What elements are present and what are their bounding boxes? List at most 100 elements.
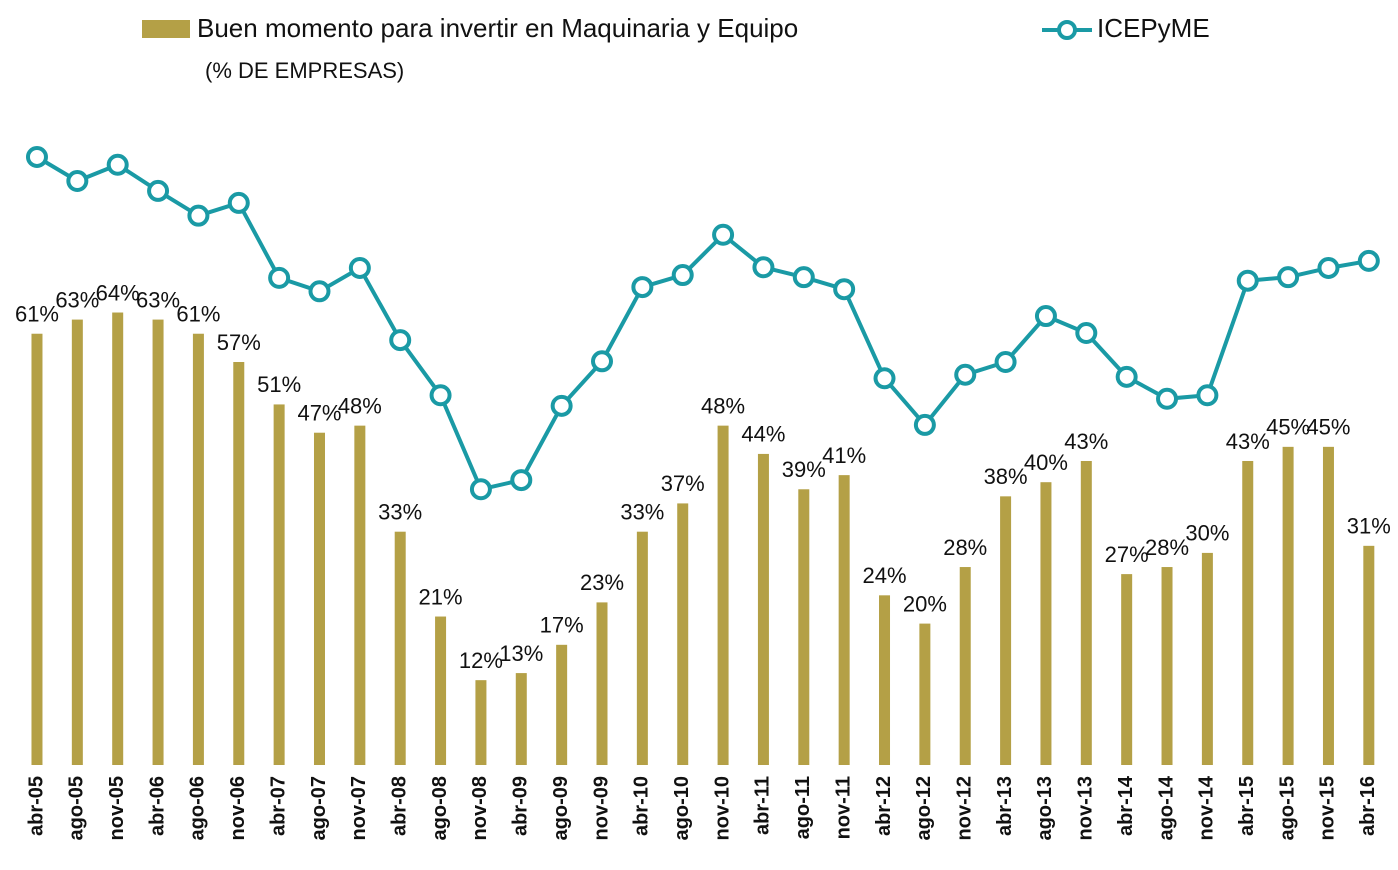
line-marker: [833, 278, 856, 301]
line-marker: [550, 394, 573, 417]
bar: [1161, 567, 1173, 765]
bar: [71, 319, 83, 765]
x-tick-label: abr-13: [994, 776, 1016, 836]
x-tick-label: ago-13: [1034, 776, 1056, 840]
legend-swatch: [142, 20, 190, 38]
bar: [233, 362, 245, 765]
value-label: 37%: [661, 471, 705, 496]
x-tick-label: ago-07: [308, 776, 330, 840]
value-label: 21%: [419, 584, 463, 609]
line-marker: [1034, 305, 1057, 328]
value-label: 63%: [55, 287, 99, 312]
line-marker: [873, 367, 896, 390]
bar: [1282, 446, 1294, 765]
legend-marker: [1057, 20, 1077, 40]
line-marker: [187, 204, 210, 227]
bar: [515, 673, 527, 765]
bar: [1040, 482, 1052, 765]
line-marker: [1115, 365, 1138, 388]
value-label: 39%: [782, 457, 826, 482]
value-label: 27%: [1105, 542, 1149, 567]
bar: [717, 425, 729, 765]
bar: [677, 503, 689, 765]
value-label: 28%: [1145, 535, 1189, 560]
line-marker: [308, 280, 331, 303]
value-label: 20%: [903, 591, 947, 616]
x-tick-label: nov-09: [590, 776, 612, 840]
bar: [1363, 545, 1375, 765]
bar: [1322, 446, 1334, 765]
bar: [1242, 460, 1254, 765]
value-label: 33%: [620, 500, 664, 525]
value-label: 44%: [741, 422, 785, 447]
x-tick-label: abr-07: [267, 776, 289, 836]
bar: [152, 319, 164, 765]
x-tick-label: ago-12: [913, 776, 935, 840]
bar: [919, 623, 931, 765]
bar: [636, 531, 648, 765]
value-label: 43%: [1064, 429, 1108, 454]
value-label: 48%: [701, 393, 745, 418]
x-tick-label: nov-10: [711, 776, 733, 840]
x-tick-label: nov-07: [348, 776, 370, 840]
line-marker: [1317, 256, 1340, 279]
bar: [757, 453, 769, 765]
value-label: 64%: [96, 280, 140, 305]
bar: [394, 531, 406, 765]
line-marker: [389, 329, 412, 352]
value-label: 61%: [176, 302, 220, 327]
value-label: 23%: [580, 570, 624, 595]
line-marker: [671, 264, 694, 287]
x-tick-label: ago-09: [550, 776, 572, 840]
line-marker: [106, 153, 129, 176]
line-marker: [712, 223, 735, 246]
bar: [556, 644, 568, 765]
value-label: 47%: [297, 401, 341, 426]
line-marker: [752, 256, 775, 279]
line-marker: [1196, 384, 1219, 407]
line-marker: [469, 478, 492, 501]
value-label: 17%: [540, 613, 584, 638]
value-label: 45%: [1266, 415, 1310, 440]
bar: [192, 333, 204, 765]
line-marker: [268, 266, 291, 289]
value-label: 63%: [136, 287, 180, 312]
bar: [1000, 496, 1012, 765]
bar: [31, 333, 43, 765]
value-label: 33%: [378, 500, 422, 525]
value-label: 48%: [338, 393, 382, 418]
line-marker: [1075, 322, 1098, 345]
line-marker: [25, 145, 48, 168]
legend-subtitle: (% DE EMPRESAS): [205, 58, 404, 83]
bar: [1201, 552, 1213, 765]
bar: [1080, 460, 1092, 765]
line-marker: [994, 351, 1017, 374]
bar: [596, 602, 608, 765]
x-tick-label: abr-12: [873, 776, 895, 836]
bar: [273, 404, 285, 765]
value-label: 57%: [217, 330, 261, 355]
x-tick-label: ago-05: [66, 776, 88, 840]
x-tick-label: abr-09: [510, 776, 532, 836]
x-tick-label: ago-06: [187, 776, 209, 840]
x-tick-label: ago-10: [671, 776, 693, 840]
line-marker: [591, 350, 614, 373]
bar: [1121, 574, 1133, 765]
bar: [959, 567, 971, 765]
x-tick-label: abr-11: [752, 776, 774, 835]
value-label: 12%: [459, 648, 503, 673]
line-marker: [1236, 269, 1259, 292]
line-marker: [631, 276, 654, 299]
line-marker: [1357, 249, 1380, 272]
x-tick-label: ago-14: [1155, 775, 1177, 840]
line-marker: [66, 170, 89, 193]
line-marker: [348, 256, 371, 279]
bar: [112, 312, 124, 765]
x-tick-label: abr-10: [631, 776, 653, 836]
x-tick-label: abr-14: [1115, 775, 1137, 836]
x-tick-label: abr-06: [146, 776, 168, 836]
line-marker: [510, 469, 533, 492]
line-marker: [1277, 266, 1300, 289]
x-tick-label: nov-08: [469, 776, 491, 840]
